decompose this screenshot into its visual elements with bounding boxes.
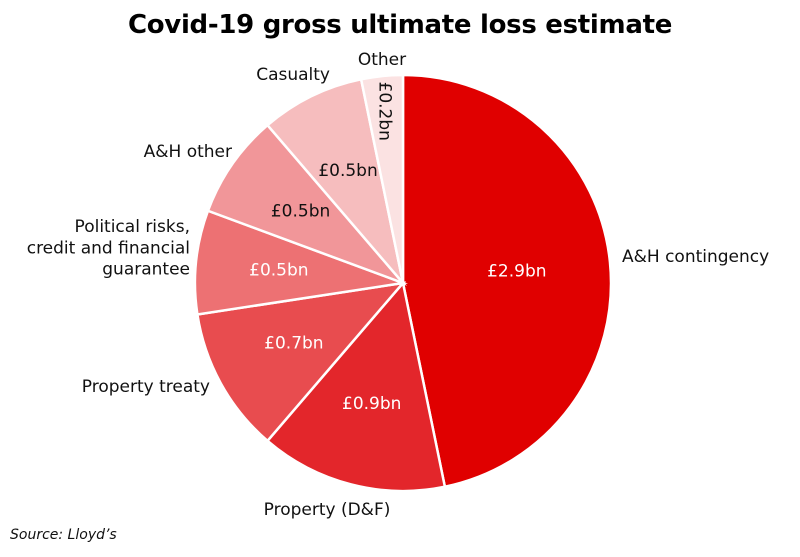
value-label-aandh-other: £0.5bn: [271, 202, 330, 222]
category-label-aandh-other: A&H other: [144, 142, 232, 162]
pie-slice-political-risks-credit-and-financial-guarantee: [193, 209, 408, 316]
value-label-aandh-contingency: £2.9bn: [487, 261, 546, 281]
pie-slice-casualty: [265, 77, 406, 288]
value-label-property-treaty: £0.7bn: [264, 334, 323, 354]
value-label-other: £0.2bn: [375, 82, 395, 141]
category-label-other: Other: [358, 50, 406, 70]
category-label-aandh-contingency: A&H contingency: [622, 247, 769, 267]
value-label-casualty: £0.5bn: [318, 161, 377, 181]
category-label-political-risks-credit-and-financial-guarantee: Political risks, credit and financial guar…: [27, 217, 190, 280]
category-label-property-dandf: Property (D&F): [264, 500, 391, 520]
category-label-casualty: Casualty: [256, 65, 330, 85]
source-note: Source: Lloyd’s: [10, 527, 117, 543]
value-label-property-dandf: £0.9bn: [342, 394, 401, 414]
pie-slice-property-treaty: [195, 281, 407, 443]
pie-slice-aandh-other: [206, 123, 408, 286]
value-label-political-risks-credit-and-financial-guarantee: £0.5bn: [249, 260, 308, 280]
category-label-property-treaty: Property treaty: [82, 377, 210, 397]
chart-title: Covid-19 gross ultimate loss estimate: [127, 10, 673, 40]
pie-slice-property-dandf: [265, 280, 447, 493]
pie-slice-aandh-contingency: [401, 73, 613, 489]
pie-slice-other: [359, 73, 405, 284]
